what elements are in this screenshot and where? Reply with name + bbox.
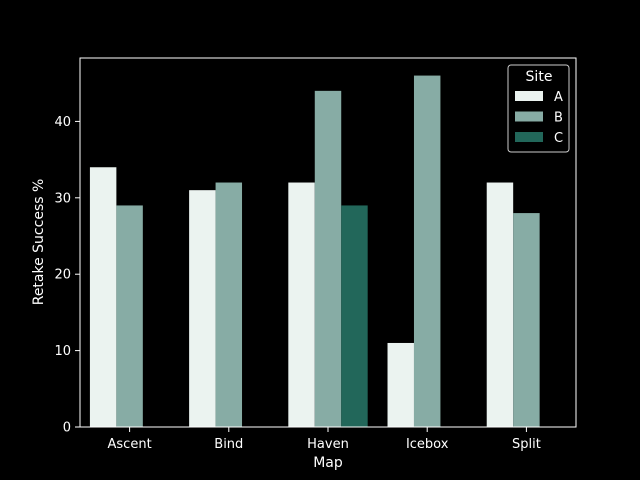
legend-swatch-b xyxy=(515,111,543,122)
bar-haven-b xyxy=(314,90,342,428)
bar-icebox-a xyxy=(387,342,414,427)
legend-swatch-a xyxy=(515,91,543,101)
y-tick-label: 30 xyxy=(54,191,71,206)
bar-ascent-b xyxy=(116,205,143,427)
x-tick-label: Haven xyxy=(307,437,349,452)
bar-ascent-a xyxy=(89,167,117,427)
bar-split-b xyxy=(513,213,540,427)
bars-layer xyxy=(89,75,540,428)
bar-bind-a xyxy=(189,190,216,427)
legend: Site ABC xyxy=(507,64,570,153)
bar-haven-c xyxy=(341,205,368,427)
legend-box xyxy=(507,64,570,153)
x-axis-label: Map xyxy=(313,455,343,471)
x-tick-label: Icebox xyxy=(406,437,449,452)
y-ticks: 0 10 20 30 40 xyxy=(54,115,80,436)
legend-items: ABC xyxy=(515,90,563,146)
bar-split-a xyxy=(486,182,514,427)
legend-title: Site xyxy=(526,69,553,85)
bar-bind-b xyxy=(215,182,243,427)
bar-haven-a xyxy=(288,182,315,427)
legend-swatch-c xyxy=(515,132,543,142)
legend-label-c: C xyxy=(554,131,563,146)
x-tick-label: Ascent xyxy=(108,437,152,452)
plot-frame xyxy=(79,57,577,428)
legend-label-b: B xyxy=(554,111,563,126)
x-tick-label: Bind xyxy=(214,437,243,452)
y-tick-label: 10 xyxy=(54,344,71,359)
x-ticks: Ascent Bind Haven Icebox Split xyxy=(108,427,541,452)
y-tick-label: 0 xyxy=(63,421,71,436)
y-axis-label: Retake Success % xyxy=(31,179,47,306)
y-tick-label: 20 xyxy=(54,268,71,283)
legend-label-a: A xyxy=(554,90,563,105)
x-tick-label: Split xyxy=(512,437,541,452)
y-tick-label: 40 xyxy=(54,115,71,130)
bar-icebox-b xyxy=(413,75,441,428)
